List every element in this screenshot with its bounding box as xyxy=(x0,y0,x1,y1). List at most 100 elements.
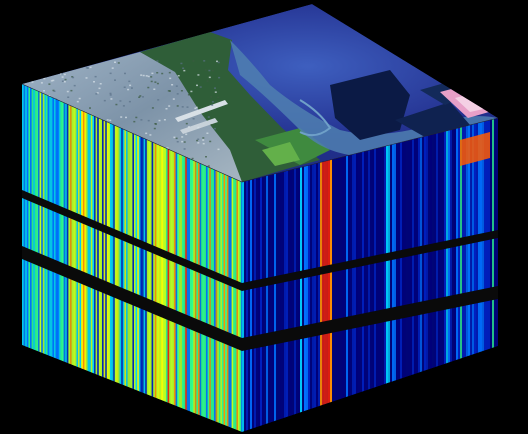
spectral-stripe xyxy=(204,165,207,418)
spectral-stripe xyxy=(185,156,187,411)
spectral-stripe xyxy=(121,128,123,385)
urban-pixel xyxy=(124,72,126,75)
urban-pixel xyxy=(135,116,138,119)
spectral-stripe xyxy=(316,163,319,408)
urban-pixel xyxy=(140,74,143,76)
spectral-stripe xyxy=(70,105,72,365)
urban-pixel xyxy=(183,148,186,150)
spectral-stripe xyxy=(236,179,239,431)
urban-pixel xyxy=(41,63,44,65)
spectral-stripe xyxy=(238,180,240,432)
spectral-stripe xyxy=(326,160,329,404)
spectral-stripe xyxy=(364,151,367,392)
spectral-stripe xyxy=(57,99,59,360)
spectral-stripe xyxy=(124,129,127,387)
urban-pixel xyxy=(207,116,210,118)
urban-pixel xyxy=(99,83,102,85)
spectral-stripe xyxy=(352,154,355,396)
urban-pixel xyxy=(140,119,143,121)
urban-pixel xyxy=(203,60,206,62)
spectral-stripe xyxy=(382,146,385,385)
spectral-stripe xyxy=(97,117,99,376)
urban-pixel xyxy=(196,139,199,142)
spectral-stripe xyxy=(374,148,377,388)
right-spectral-face xyxy=(242,118,498,432)
urban-pixel xyxy=(161,72,164,75)
urban-pixel xyxy=(147,119,150,122)
spectral-stripe xyxy=(143,138,146,394)
spectral-stripe xyxy=(296,168,299,414)
spectral-stripe xyxy=(410,139,413,376)
urban-pixel xyxy=(55,73,58,75)
spectral-stripe xyxy=(153,142,155,398)
spectral-stripe xyxy=(334,158,337,402)
band-gap-lower-left xyxy=(22,246,242,351)
urban-pixel xyxy=(53,90,56,92)
urban-pixel xyxy=(185,122,188,125)
urban-pixel xyxy=(145,132,148,135)
urban-pixel xyxy=(197,142,200,144)
urban-pixel xyxy=(211,70,214,72)
urban-pixel xyxy=(128,100,131,103)
urban-pixel xyxy=(66,90,69,93)
spectral-stripe xyxy=(342,156,345,399)
spectral-stripe xyxy=(74,107,77,367)
urban-pixel xyxy=(192,118,195,120)
urban-pixel xyxy=(176,105,179,107)
spectral-stripe xyxy=(278,172,281,420)
band-gap-upper-right xyxy=(242,230,498,291)
spectral-stripe xyxy=(358,152,361,394)
spectral-stripe xyxy=(246,180,249,431)
urban-pixel xyxy=(194,107,197,110)
urban-pixel xyxy=(182,67,185,69)
spectral-stripe xyxy=(100,118,103,377)
spectral-stripe xyxy=(108,122,111,380)
urban-pixel xyxy=(165,108,168,110)
spectral-stripe xyxy=(191,159,194,413)
spectral-stripe xyxy=(58,100,61,361)
urban-pixel xyxy=(109,72,112,75)
spectral-stripe xyxy=(89,113,91,373)
spectral-stripe xyxy=(324,161,327,405)
urban-pixel xyxy=(154,123,157,125)
spectral-stripe xyxy=(388,145,391,383)
spectral-stripe xyxy=(202,164,205,418)
spectral-stripe xyxy=(212,168,215,421)
spectral-stripe xyxy=(60,101,63,361)
spectral-stripe xyxy=(426,135,429,371)
spectral-stripe xyxy=(31,88,34,350)
left-spectral-face xyxy=(22,84,242,432)
spectral-stripe xyxy=(207,166,210,420)
spectral-stripe xyxy=(396,143,399,381)
urban-pixel xyxy=(153,88,156,90)
spectral-stripe xyxy=(66,103,69,364)
urban-pixel xyxy=(211,104,214,106)
spectral-stripe xyxy=(148,140,151,396)
urban-pixel xyxy=(204,69,207,71)
spectral-stripe xyxy=(312,164,315,409)
urban-pixel xyxy=(89,107,91,109)
urban-pixel xyxy=(209,140,212,143)
spectral-stripe xyxy=(348,155,351,397)
spectral-stripe xyxy=(340,157,343,400)
urban-area xyxy=(22,52,242,182)
urban-pixel xyxy=(192,60,195,62)
spectral-stripe xyxy=(320,162,323,406)
spectral-stripe xyxy=(241,181,242,432)
spectral-stripe xyxy=(282,171,285,419)
spectral-stripe xyxy=(118,126,120,384)
spectral-stripe xyxy=(167,148,170,404)
urban-pixel xyxy=(93,81,95,83)
spectral-stripe xyxy=(256,178,259,428)
urban-pixel xyxy=(40,82,43,84)
spectral-stripe xyxy=(113,124,115,382)
spectral-stripe xyxy=(420,137,423,373)
spectral-stripe xyxy=(366,150,369,391)
urban-pixel xyxy=(42,66,45,68)
urban-pixel xyxy=(64,78,67,81)
urban-pixel xyxy=(48,83,51,85)
urban-pixel xyxy=(183,69,186,72)
spectral-stripe xyxy=(198,162,200,416)
urban-pixel xyxy=(217,96,220,99)
spectral-stripe xyxy=(350,154,353,396)
